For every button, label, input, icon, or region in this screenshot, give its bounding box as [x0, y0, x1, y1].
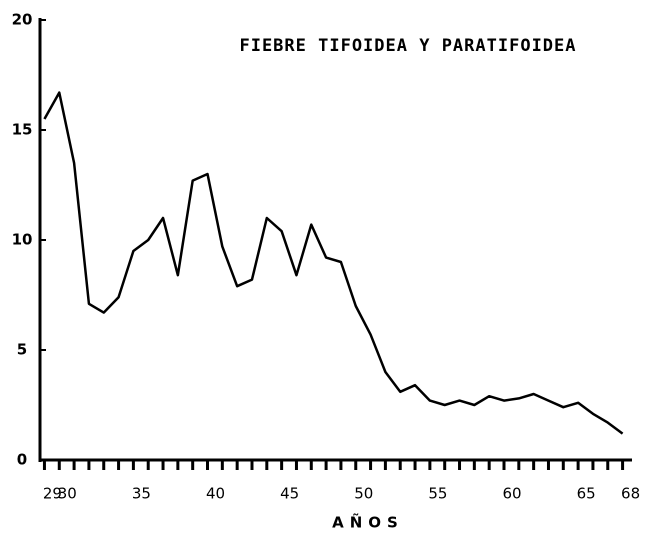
data-line [43, 91, 624, 435]
x-tick-label: 65 [577, 485, 596, 503]
y-tick-label: 0 [17, 451, 27, 469]
y-tick-label: 10 [12, 231, 33, 249]
x-tick-label: 40 [206, 485, 225, 503]
x-tick-label: 60 [502, 485, 521, 503]
chart-title: FIEBRE TIFOIDEA Y PARATIFOIDEA [239, 36, 576, 56]
x-tick-label: 29 [43, 485, 62, 503]
x-tick-label: 45 [280, 485, 299, 503]
y-tick-label: 5 [17, 341, 27, 359]
x-tick-label: 68 [621, 485, 640, 503]
x-tick-label: 55 [428, 485, 447, 503]
x-tick-label: 35 [132, 485, 151, 503]
y-tick-label: 20 [12, 11, 33, 29]
x-tick-label: 50 [354, 485, 373, 503]
x-axis-label: AÑOS [332, 513, 404, 532]
x-tick-label: 30 [58, 485, 77, 503]
y-tick-label: 15 [12, 121, 33, 139]
